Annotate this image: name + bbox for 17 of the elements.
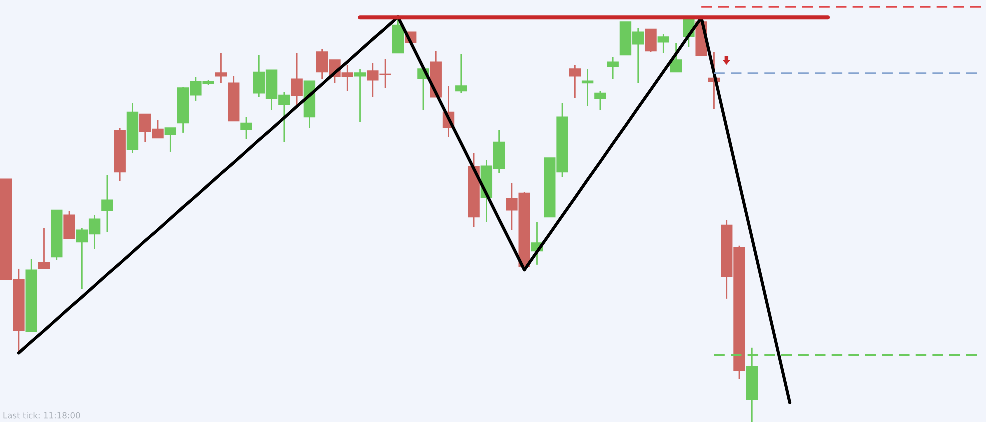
candlestick	[645, 28, 657, 53]
candlestick	[456, 53, 468, 94]
candlestick	[582, 68, 594, 107]
candlestick	[240, 116, 252, 140]
candlestick	[607, 56, 619, 80]
candlestick	[64, 210, 76, 240]
candlestick	[102, 174, 114, 233]
candlestick	[594, 90, 606, 111]
candlestick	[670, 42, 682, 73]
candlestick	[658, 33, 670, 54]
candlestick	[164, 127, 177, 153]
candlestick	[569, 64, 582, 99]
candlestick	[38, 227, 50, 270]
candlestick	[215, 52, 228, 84]
annotation: Last tick: 11:18:00	[4, 412, 80, 419]
candlestick	[354, 68, 366, 123]
candlestick	[291, 52, 303, 106]
